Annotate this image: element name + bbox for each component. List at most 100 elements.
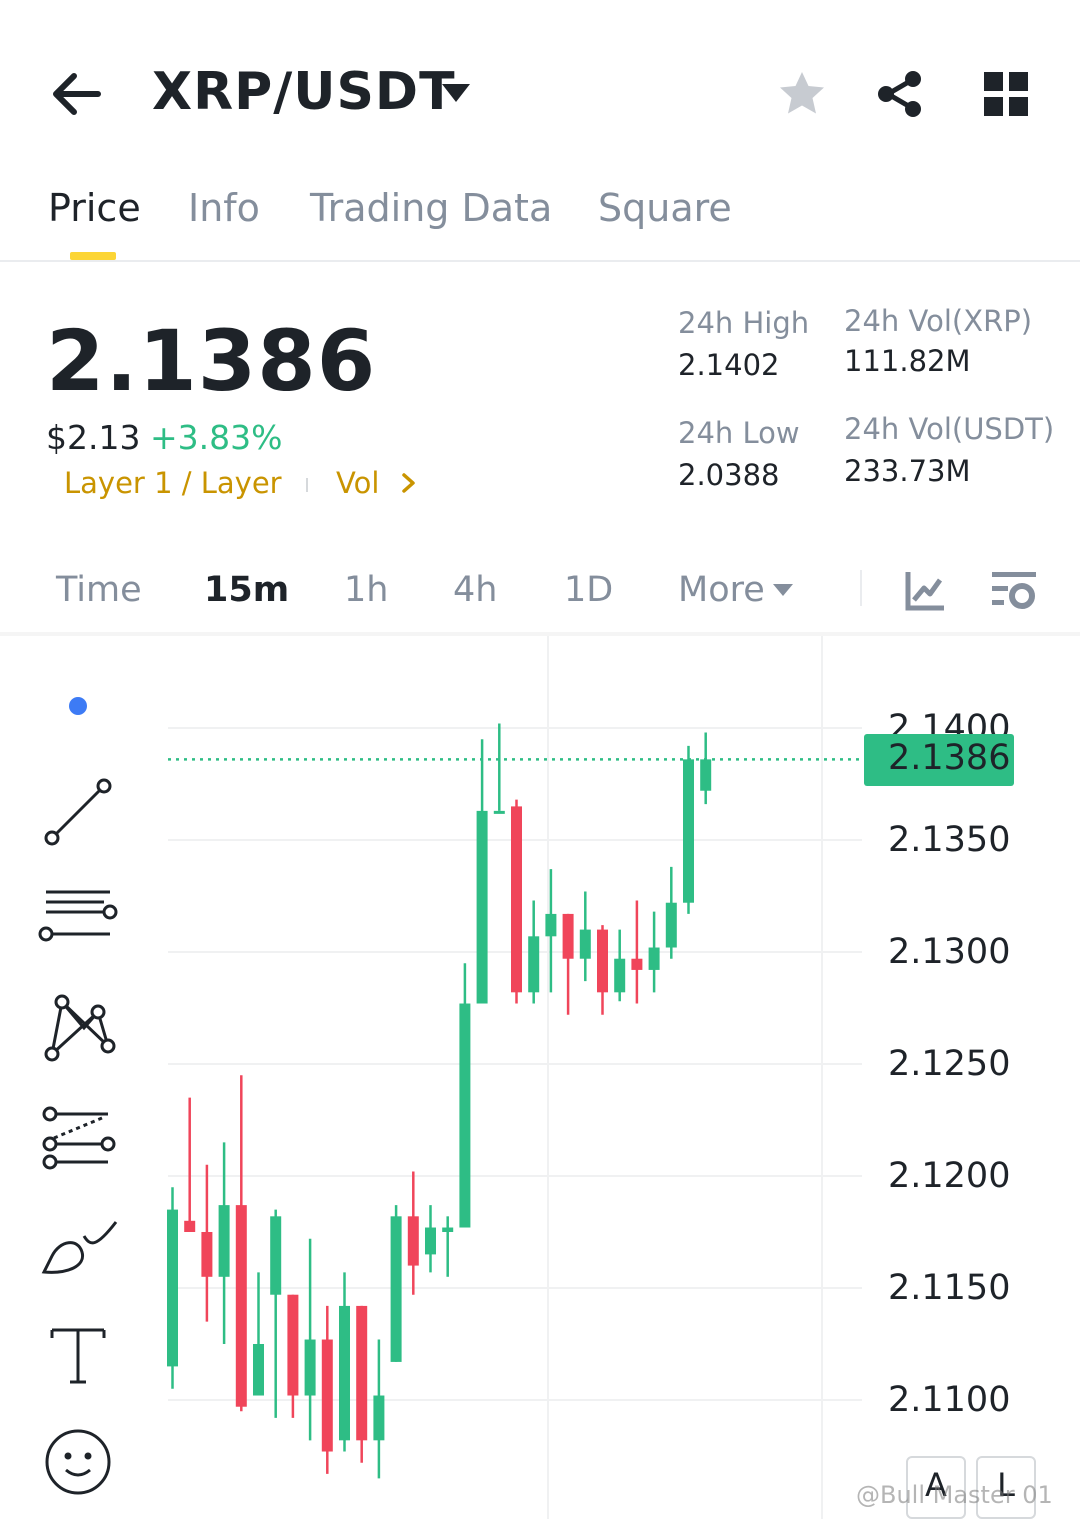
tab-price[interactable]: Price <box>48 186 141 230</box>
chevron-down-icon[interactable] <box>772 582 794 598</box>
candle <box>201 1164 213 1322</box>
active-dot-icon <box>69 697 87 715</box>
axis-tick-label: 2.1300 <box>888 932 1011 972</box>
text-icon[interactable] <box>38 1316 118 1396</box>
stat-vol-quote-value: 233.73M <box>844 454 971 488</box>
candle <box>167 1187 178 1389</box>
parallel-lines-icon[interactable] <box>38 880 118 960</box>
candle-body <box>270 1216 282 1295</box>
interval-time[interactable]: Time <box>56 570 142 610</box>
last-price: 2.1386 <box>46 312 377 410</box>
candle-body <box>287 1294 299 1396</box>
fib-icon[interactable] <box>38 1100 118 1180</box>
grid-icon[interactable] <box>980 68 1032 120</box>
candle-body <box>459 1003 471 1228</box>
candle-body <box>184 1220 196 1232</box>
candle <box>683 745 694 914</box>
watermark: @Bull Master 01 <box>856 1481 1053 1509</box>
candle <box>528 900 540 1004</box>
candle-body <box>597 929 608 993</box>
interval-1d[interactable]: 1D <box>564 570 614 610</box>
candle <box>511 799 522 1004</box>
interval-15m[interactable]: 15m <box>204 570 290 610</box>
candle-body <box>390 1216 402 1362</box>
candle-body <box>253 1344 264 1396</box>
candle <box>356 1305 368 1463</box>
tab-square[interactable]: Square <box>598 186 732 230</box>
candle <box>304 1238 316 1441</box>
candle-body <box>631 958 643 970</box>
candle <box>614 929 626 1002</box>
interval-divider <box>860 570 862 606</box>
brush-icon[interactable] <box>38 1210 118 1290</box>
category-tags[interactable]: Layer 1 / Layer <box>64 466 282 500</box>
candle-body <box>562 913 574 959</box>
interval-more[interactable]: More <box>678 570 765 610</box>
log-scale-button[interactable]: L <box>976 1456 1036 1519</box>
indicator-icon[interactable] <box>902 566 950 614</box>
pair-title[interactable]: XRP/USDT <box>152 62 456 122</box>
top-bar: XRP/USDT <box>0 0 1080 160</box>
candle-body <box>442 1227 454 1232</box>
candlestick-chart[interactable] <box>0 636 1080 1519</box>
candle <box>253 1272 264 1396</box>
axis-tick-label: 2.1200 <box>888 1156 1011 1196</box>
candle-body <box>700 759 712 791</box>
candle-body <box>476 810 488 1004</box>
candle-body <box>235 1205 247 1407</box>
chart-area[interactable]: 2.1400 2.1386 2.1350 2.1300 2.1250 2.120… <box>0 636 1080 1519</box>
candle-body <box>167 1209 178 1367</box>
axis-tick-label: 2.1250 <box>888 1044 1011 1084</box>
candle-body <box>493 810 505 814</box>
candle-body <box>683 759 694 903</box>
pattern-icon[interactable] <box>38 990 118 1070</box>
candle-body <box>201 1232 213 1277</box>
chevron-right-icon[interactable] <box>400 472 418 494</box>
stat-low-value: 2.0388 <box>678 458 780 492</box>
tab-info[interactable]: Info <box>188 186 260 230</box>
active-tab-indicator <box>70 252 116 260</box>
share-icon[interactable] <box>874 68 926 120</box>
candle-body <box>321 1339 333 1452</box>
current-price-label: 2.1386 <box>888 738 1011 778</box>
chevron-down-icon[interactable] <box>440 80 472 104</box>
candle <box>700 732 712 805</box>
vol-tag[interactable]: Vol <box>336 466 380 500</box>
candle-body <box>614 958 626 993</box>
axis-tick-label: 2.1100 <box>888 1380 1011 1420</box>
candle <box>339 1272 350 1452</box>
candle <box>579 891 591 982</box>
candle <box>459 963 471 1228</box>
candle <box>545 869 557 993</box>
auto-scale-button[interactable]: A <box>906 1456 966 1519</box>
candle <box>218 1142 230 1344</box>
candle-body <box>648 947 660 970</box>
interval-1h[interactable]: 1h <box>344 570 389 610</box>
tab-trading-data[interactable]: Trading Data <box>310 186 553 230</box>
candle <box>373 1339 385 1479</box>
stat-vol-base-value: 111.82M <box>844 344 971 378</box>
stat-high-value: 2.1402 <box>678 348 780 382</box>
candle-body <box>373 1395 385 1441</box>
stat-high-label: 24h High <box>678 306 810 340</box>
star-icon[interactable] <box>776 68 828 120</box>
candle <box>235 1075 247 1412</box>
emoji-icon[interactable] <box>38 1422 118 1502</box>
stat-vol-base-label: 24h Vol(XRP) <box>844 304 1033 338</box>
candle <box>631 900 643 1004</box>
candle <box>493 723 505 814</box>
candle <box>562 913 574 1015</box>
arrow-left-icon[interactable] <box>48 68 104 120</box>
interval-4h[interactable]: 4h <box>453 570 498 610</box>
candle-body <box>425 1227 436 1255</box>
trend-line-icon[interactable] <box>38 774 118 854</box>
tab-bar: Price Info Trading Data Square <box>0 178 1080 262</box>
interval-bar: Time 15m 1h 4h 1D More <box>0 560 1080 636</box>
axis-tick-label: 2.1350 <box>888 820 1011 860</box>
candle <box>476 739 488 1004</box>
candle-body <box>339 1305 350 1441</box>
chart-settings-icon[interactable] <box>990 566 1038 614</box>
candle-body <box>665 902 677 948</box>
candle-body <box>407 1216 419 1266</box>
candle <box>390 1205 402 1362</box>
